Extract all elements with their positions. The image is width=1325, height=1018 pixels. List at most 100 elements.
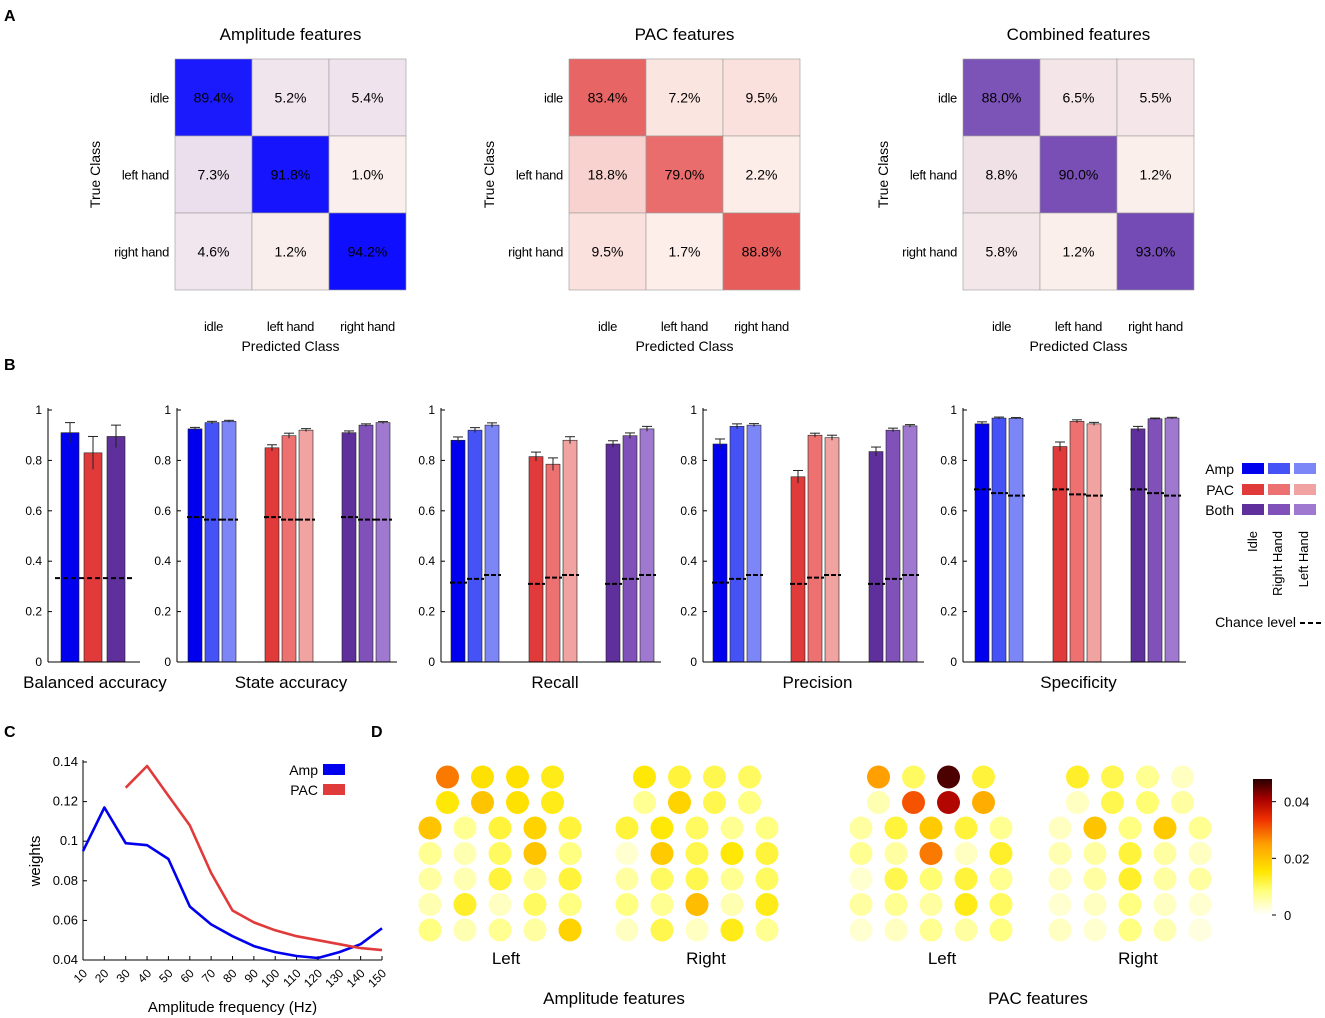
legend-c-pac-swatch — [323, 784, 345, 795]
electrode — [453, 893, 477, 916]
electrode — [1171, 765, 1194, 789]
legend-chance-label: Chance level — [1215, 614, 1296, 630]
electrode — [523, 816, 547, 840]
matrix-cell-value: 5.2% — [275, 90, 307, 106]
electrode — [1136, 765, 1159, 789]
matrix-xlabel: Predicted Class — [635, 338, 733, 354]
x-tick-label: 40 — [135, 966, 155, 986]
bar-pac-idle — [264, 447, 280, 663]
electrode — [1048, 816, 1072, 840]
x-tick-label: 80 — [220, 966, 240, 986]
electrode — [1048, 842, 1072, 865]
y-tick-label: 0.2 — [25, 605, 42, 619]
electrode — [541, 765, 564, 789]
bar-amp-left-hand — [221, 421, 237, 663]
electrode — [1188, 816, 1212, 840]
electrode — [685, 816, 709, 840]
y-tick-label: 0 — [35, 655, 42, 669]
matrix-cell — [722, 135, 801, 214]
electrode — [436, 791, 459, 814]
electrode — [615, 918, 639, 942]
y-tick-label: 0.2 — [680, 605, 697, 619]
matrix-cell — [962, 58, 1041, 137]
x-tick-label: 110 — [280, 966, 304, 990]
legend-pac-label: PAC — [1206, 482, 1234, 498]
electrode — [471, 791, 494, 814]
legend-left-hand-label: Left Hand — [1296, 531, 1311, 587]
y-tick-label: 1 — [35, 403, 42, 417]
y-tick-label: 0.8 — [154, 453, 171, 467]
matrix-title: Amplitude features — [220, 25, 362, 44]
matrix-title: PAC features — [635, 25, 735, 44]
x-label: State accuracy — [235, 673, 348, 692]
electrode — [558, 867, 582, 891]
electrode — [849, 842, 873, 865]
x-tick-label: 100 — [258, 966, 282, 990]
electrode — [436, 765, 459, 789]
electrode — [453, 842, 477, 865]
matrix-row-label: idle — [150, 91, 169, 106]
electrode — [506, 791, 529, 814]
x-tick-label: 50 — [156, 966, 176, 986]
bar-pac-left-hand — [1086, 423, 1102, 663]
bar-amp-idle — [712, 443, 728, 663]
bar-amp-idle — [450, 439, 466, 663]
electrode — [703, 791, 726, 814]
bar-both-left-hand — [375, 422, 391, 663]
electrode — [849, 867, 873, 891]
bar-amp-right-hand — [467, 429, 483, 663]
matrix-cell — [174, 135, 253, 214]
legend-amp-label: Amp — [1205, 461, 1234, 477]
legend-swatch-amp-left-hand — [1294, 463, 1316, 474]
matrix-ylabel: True Class — [875, 141, 891, 208]
matrix-cell-value: 7.3% — [198, 167, 230, 183]
chart-precision: 0 0.2 0.4 0.6 0.8 1 Precision — [680, 403, 924, 692]
electrode — [720, 816, 744, 840]
matrix-cell-value: 88.0% — [982, 90, 1022, 106]
electrode — [488, 893, 512, 916]
colorbar-tick-label: 0.04 — [1284, 795, 1309, 810]
electrode — [755, 842, 779, 865]
electrode — [867, 791, 890, 814]
electrode — [884, 816, 908, 840]
electrode — [1083, 867, 1107, 891]
map-pac-right-label: Right — [1118, 949, 1158, 968]
legend-c-amp-swatch — [323, 764, 345, 775]
electrode — [867, 765, 890, 789]
electrode — [989, 867, 1013, 891]
matrix-col-label: left hand — [267, 319, 314, 334]
electrode — [1136, 791, 1159, 814]
electrode — [453, 918, 477, 942]
matrix-xlabel: Predicted Class — [1029, 338, 1127, 354]
electrode — [1118, 867, 1142, 891]
matrix-cell-value: 89.4% — [194, 90, 234, 106]
matrix-cell — [568, 212, 647, 291]
matrix-col-label: right hand — [734, 319, 789, 334]
x-tick-label: 130 — [322, 966, 346, 990]
y-tick-label: 0.6 — [418, 504, 435, 518]
bar-pac-idle — [790, 476, 806, 663]
bar-amp-idle — [974, 423, 990, 663]
matrix-cell-value: 18.8% — [588, 167, 628, 183]
matrix-col-label: left hand — [1055, 319, 1102, 334]
line-pac — [124, 764, 383, 952]
y-tick-label: 0.8 — [418, 453, 435, 467]
electrode — [685, 893, 709, 916]
matrix-col-label: idle — [598, 319, 617, 334]
electrode-map-amplitude-features-right — [615, 765, 779, 942]
matrix-cell-value: 7.2% — [669, 90, 701, 106]
bar-both — [106, 436, 126, 663]
legend-right-hand-label: Right Hand — [1270, 531, 1285, 596]
electrode — [937, 765, 960, 789]
panel-label-a: A — [4, 8, 16, 25]
matrix-cell-value: 88.8% — [742, 244, 782, 260]
electrode — [558, 893, 582, 916]
electrode — [902, 765, 925, 789]
electrode — [1171, 791, 1194, 814]
panel-label-d: D — [371, 724, 383, 741]
matrix-cell-value: 8.8% — [986, 167, 1018, 183]
y-tick-label: 0.4 — [680, 554, 697, 568]
matrix-cell — [1116, 135, 1195, 214]
matrix-ylabel: True Class — [481, 141, 497, 208]
